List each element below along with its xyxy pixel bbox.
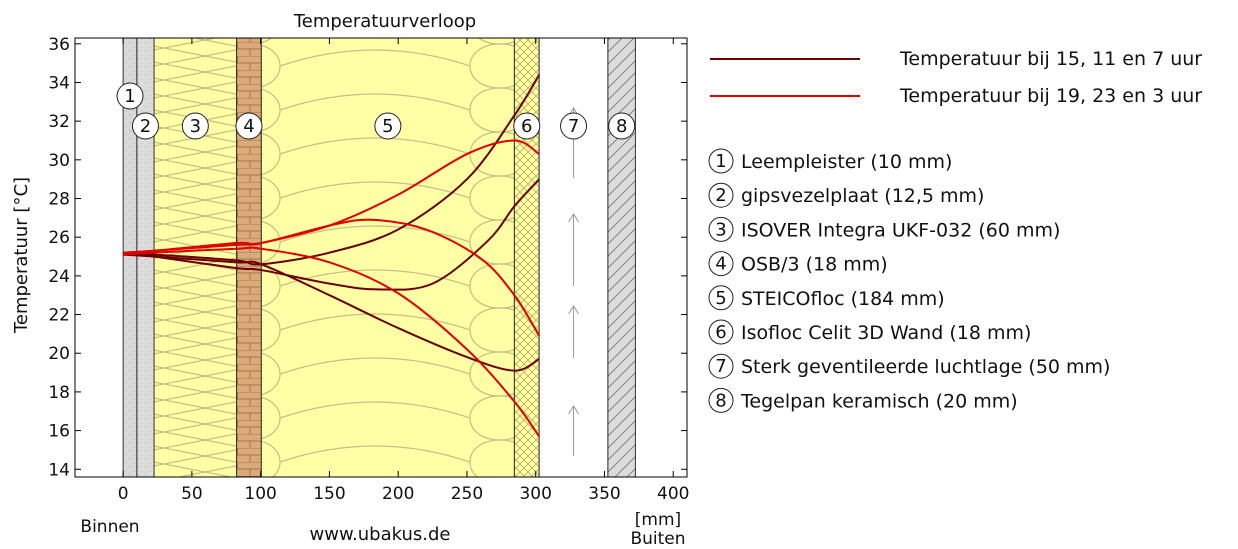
x-axis-label: [mm] (635, 510, 681, 530)
layer-marker-circle (513, 112, 541, 140)
layer-6-texture (514, 38, 540, 477)
legend-layer-circle (708, 216, 734, 242)
y-tick-label: 16 (48, 422, 70, 442)
legend-layer-number: 8 (715, 390, 726, 411)
layer-marker-circle (181, 112, 209, 140)
layer-marker-number: 1 (124, 86, 135, 107)
layer-5-texture (261, 38, 515, 477)
series-2-curve-2 (123, 218, 541, 337)
x-tick-label: 250 (451, 484, 483, 504)
air-flow-arrowhead-icon (568, 213, 579, 223)
layer-8-texture (607, 38, 636, 477)
legend: Temperatuur bij 15, 11 en 7 uur Temperatu… (708, 48, 1202, 413)
y-tick-label: 36 (48, 35, 70, 55)
plot-frame (74, 37, 688, 478)
x-tick-label: 300 (519, 484, 551, 504)
legend-layer-name: Isofloc Celit 3D Wand (18 mm) (741, 322, 1031, 344)
legend-layer-number: 5 (715, 288, 726, 309)
layer-marker-number: 3 (190, 116, 201, 137)
layer-2-texture (136, 38, 155, 477)
layer-marker-number: 6 (521, 116, 532, 137)
legend-layer-circle (708, 148, 734, 174)
layer-marker-circle (608, 112, 636, 140)
x-tick-label: 150 (313, 484, 345, 504)
series-1-curve-1 (123, 74, 541, 266)
y-tick-label: 32 (48, 112, 70, 132)
y-tick-label: 34 (48, 73, 70, 93)
layer-marker-circle (235, 112, 263, 140)
x-tick-label: 50 (181, 484, 203, 504)
series-1-curve-3 (123, 253, 540, 372)
legend-layer-circle (708, 251, 734, 277)
x-tick-label: 100 (244, 484, 276, 504)
footer-url: www.ubakus.de (310, 524, 451, 545)
legend-layer-circle (708, 182, 734, 208)
y-tick-label: 18 (48, 383, 70, 403)
outside-label: Buiten (630, 529, 685, 549)
x-tick-label: 350 (588, 484, 620, 504)
legend-layer-circle (708, 319, 734, 345)
layer-1-texture (123, 38, 137, 477)
legend-layer-number: 7 (715, 356, 726, 377)
y-tick-label: 26 (48, 228, 70, 248)
legend-layer-circle (708, 353, 734, 379)
legend-layer-name: gipsvezelplaat (12,5 mm) (741, 185, 984, 207)
air-flow-arrowhead-icon (568, 405, 579, 415)
layer-marker-number: 7 (568, 116, 579, 137)
layer-marker-number: 8 (616, 116, 627, 137)
legend-layer-name: Leempleister (10 mm) (741, 151, 952, 173)
y-axis-label: Temperatuur [°C] (11, 177, 32, 334)
legend-label-series-1: Temperatuur bij 15, 11 en 7 uur (899, 48, 1202, 70)
legend-layer-name: Tegelpan keramisch (20 mm) (740, 390, 1018, 412)
axes: 0 50 100 150 200 250 300 350 4001416182022242628… (48, 35, 689, 504)
x-tick-label: 200 (382, 484, 414, 504)
layer-marker-number: 4 (243, 116, 254, 137)
air-flow-arrowhead-icon (568, 305, 579, 315)
y-tick-label: 14 (48, 460, 70, 480)
legend-layer-circle (708, 285, 734, 311)
layer-marker-circle (131, 112, 159, 140)
chart-title: Temperatuurverloop (293, 11, 476, 32)
legend-label-series-2: Temperatuur bij 19, 23 en 3 uur (899, 85, 1202, 107)
y-tick-label: 28 (48, 190, 70, 210)
legend-layer-name: STEICOfloc (184 mm) (741, 288, 945, 310)
layer-markers: 12 3 4 5 6 7 8 (116, 82, 636, 140)
curves (123, 74, 541, 437)
legend-layer-name: ISOVER Integra UKF-032 (60 mm) (741, 219, 1060, 241)
y-tick-label: 30 (48, 151, 70, 171)
layer-marker-circle (116, 82, 144, 110)
inside-label: Binnen (80, 517, 139, 537)
layer-4-texture (236, 38, 262, 477)
legend-layer-number: 3 (715, 219, 726, 240)
layer-marker-circle (374, 112, 402, 140)
layer-marker-number: 2 (140, 116, 151, 137)
series-1-curve-2 (123, 178, 540, 291)
legend-layer-number: 4 (715, 254, 726, 275)
y-tick-label: 24 (48, 267, 70, 287)
legend-layer-name: Sterk geventileerde luchtlage (50 mm) (741, 356, 1110, 378)
layer-marker-circle (560, 112, 588, 140)
y-tick-label: 22 (48, 306, 70, 326)
y-tick-label: 20 (48, 344, 70, 364)
legend-layer-number: 2 (715, 185, 726, 206)
legend-layer-number: 6 (715, 322, 726, 343)
layer-marker-number: 5 (382, 116, 393, 137)
x-tick-label: 0 (118, 484, 129, 504)
legend-layer-name: OSB/3 (18 mm) (741, 254, 888, 276)
series-2-curve-3 (123, 246, 540, 437)
x-tick-label: 400 (657, 484, 689, 504)
legend-layer-circle (708, 387, 734, 413)
legend-layer-number: 1 (715, 151, 726, 172)
